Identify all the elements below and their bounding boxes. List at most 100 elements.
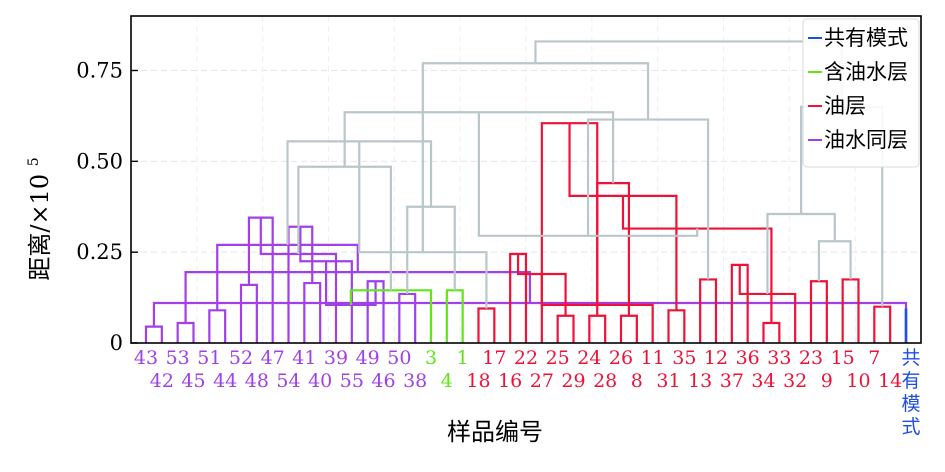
leaf-label-48-char-3: 式 <box>901 416 920 438</box>
leaf-label-38: 38 <box>403 370 427 392</box>
leaf-label-1: 1 <box>457 347 469 369</box>
dendrogram-link-2 <box>152 301 908 343</box>
dendrogram-link-21 <box>509 252 528 343</box>
y-tick-label: 0.75 <box>76 59 123 83</box>
leaf-label-16: 16 <box>498 370 522 392</box>
dendrogram-link-33 <box>762 321 781 343</box>
dendrogram-link-16 <box>349 289 433 343</box>
y-axis: 0 0.25 0.50 0.75 <box>76 59 138 355</box>
leaf-label-43: 43 <box>134 347 158 369</box>
dendrogram-link-27 <box>596 182 631 316</box>
leaf-label-42: 42 <box>150 370 174 392</box>
dendrogram-link-30 <box>699 278 718 343</box>
legend-label-1: 含油水层 <box>824 60 908 84</box>
dendrogram-link-29 <box>667 309 686 343</box>
y-tick-label: 0.50 <box>76 149 123 173</box>
leaf-label-34: 34 <box>751 370 775 392</box>
leaf-label-18: 18 <box>466 370 490 392</box>
leaf-label-26: 26 <box>609 347 633 369</box>
y-axis-title: 距离/×10 5 <box>26 157 54 280</box>
dendrogram-link-0 <box>144 325 163 343</box>
dendrogram-link-15 <box>445 289 464 343</box>
leaf-label-47: 47 <box>261 347 285 369</box>
legend-box <box>802 18 920 168</box>
leaf-label-48-char-1: 有 <box>901 370 920 392</box>
grid-lines <box>131 16 921 343</box>
dendrogram-link-8 <box>303 281 322 343</box>
leaf-label-7: 7 <box>868 347 880 369</box>
leaf-label-28: 28 <box>593 370 617 392</box>
leaf-label-24: 24 <box>577 347 601 369</box>
leaf-label-25: 25 <box>546 347 570 369</box>
leaf-label-54: 54 <box>276 370 300 392</box>
dendrogram-link-39 <box>358 141 488 309</box>
legend-label-3: 油水同层 <box>824 128 908 152</box>
leaf-label-55: 55 <box>340 370 364 392</box>
y-axis-title-text: 距离/×10 <box>26 174 54 281</box>
dendrogram-link-10 <box>287 225 314 343</box>
dendrogram-link-32 <box>730 263 749 343</box>
leaf-labels: 4342534551445248475441403955494650383411… <box>134 347 921 438</box>
dendrogram-link-1 <box>176 321 195 343</box>
dendrogram-link-28 <box>540 122 599 343</box>
leaf-label-45: 45 <box>181 370 205 392</box>
leaf-label-40: 40 <box>308 370 332 392</box>
leaf-label-33: 33 <box>767 347 791 369</box>
leaf-label-48: 48 <box>245 370 269 392</box>
leaf-label-50: 50 <box>387 347 411 369</box>
leaf-label-52: 52 <box>229 347 253 369</box>
leaf-label-32: 32 <box>783 370 807 392</box>
leaf-label-17: 17 <box>482 347 506 369</box>
leaf-label-12: 12 <box>704 347 728 369</box>
leaf-label-29: 29 <box>561 370 585 392</box>
dendrogram-link-13 <box>398 292 417 343</box>
leaf-label-36: 36 <box>736 347 760 369</box>
legend-label-2: 油层 <box>824 94 866 118</box>
dendrogram-link-25 <box>619 314 638 343</box>
leaf-label-46: 46 <box>371 370 395 392</box>
leaf-label-22: 22 <box>514 347 538 369</box>
dendrogram-link-38 <box>873 305 892 343</box>
dendrogram-link-37 <box>841 278 860 343</box>
dendrogram-link-42 <box>477 112 699 237</box>
leaf-label-13: 13 <box>688 370 712 392</box>
leaf-label-11: 11 <box>641 347 665 369</box>
dendrogram-link-22 <box>556 314 575 343</box>
dendrogram-link-40 <box>343 111 615 184</box>
dendrogram-link-3 <box>208 309 227 343</box>
dendrogram-link-43 <box>766 212 836 294</box>
leaf-label-37: 37 <box>720 370 744 392</box>
leaf-label-9: 9 <box>821 370 833 392</box>
leaf-label-48-char-0: 共 <box>901 347 920 369</box>
dendrogram-link-5 <box>239 283 258 343</box>
leaf-label-8: 8 <box>631 370 643 392</box>
dendrogram-link-11 <box>366 280 385 343</box>
leaf-label-14: 14 <box>878 370 902 392</box>
dendrogram-link-44 <box>586 118 710 280</box>
x-axis-title: 样品编号 <box>447 418 543 446</box>
leaf-label-31: 31 <box>656 370 680 392</box>
leaf-label-10: 10 <box>846 370 870 392</box>
leaf-label-35: 35 <box>672 347 696 369</box>
dendrogram-link-36 <box>809 280 828 343</box>
dendrogram-link-47 <box>534 40 843 107</box>
leaf-label-53: 53 <box>166 347 190 369</box>
leaf-label-23: 23 <box>799 347 823 369</box>
leaf-label-51: 51 <box>197 347 221 369</box>
plot-frame <box>130 15 922 344</box>
leaf-label-27: 27 <box>530 370 554 392</box>
leaf-label-39: 39 <box>324 347 348 369</box>
dendrogram-link-41 <box>817 240 852 282</box>
leaf-label-44: 44 <box>213 370 237 392</box>
leaf-label-41: 41 <box>292 347 316 369</box>
leaf-label-4: 4 <box>441 370 453 392</box>
y-tick-label: 0 <box>110 331 123 355</box>
leaf-label-48-char-2: 模 <box>901 393 920 415</box>
dendrogram-link-17 <box>406 205 456 294</box>
leaf-label-3: 3 <box>425 347 437 369</box>
y-axis-title-superscript: 5 <box>26 157 42 166</box>
dendrogram-link-20 <box>477 307 496 343</box>
